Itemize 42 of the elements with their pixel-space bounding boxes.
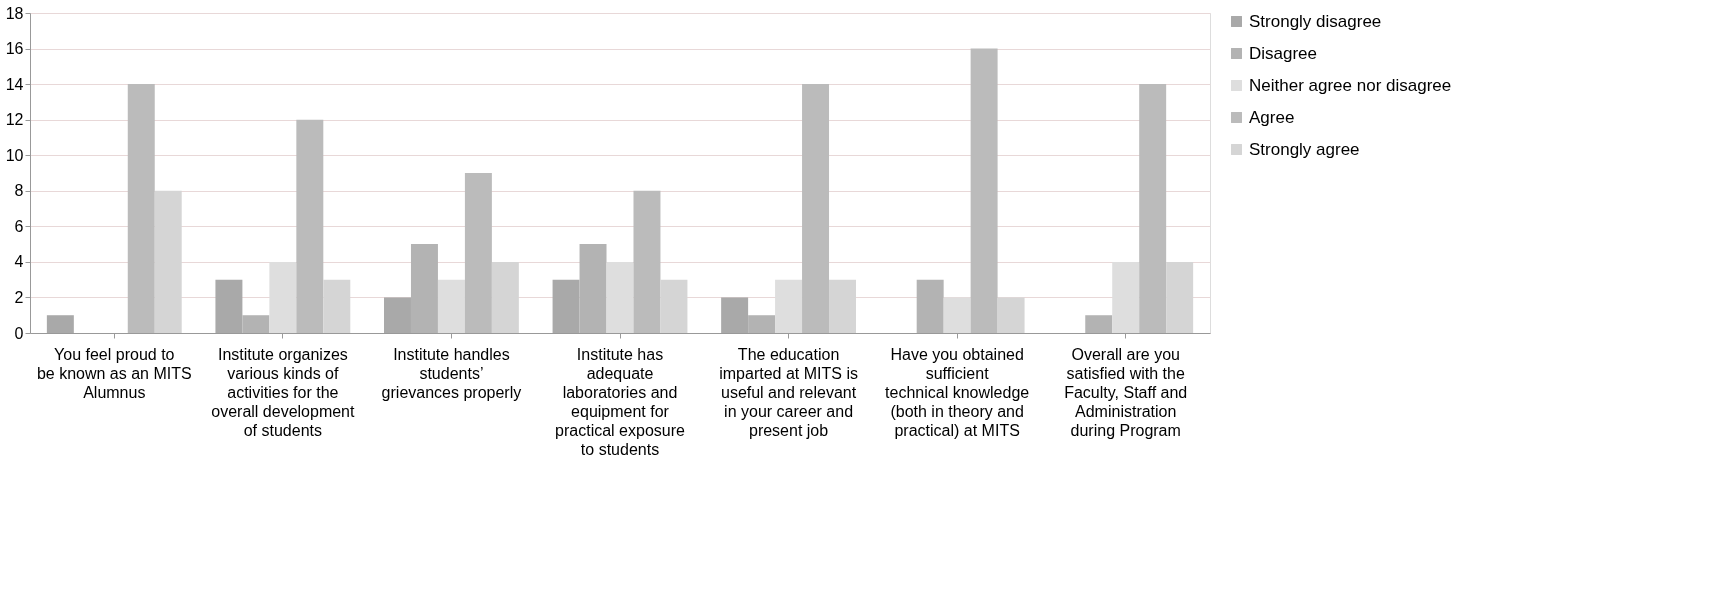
bar — [660, 279, 688, 333]
bar — [916, 279, 944, 333]
x-tick-label: Overall are you satisfied with the Faculty, Staff and Administration during Program — [1064, 345, 1188, 439]
y-tick-label: 2 — [14, 288, 24, 306]
legend-label: Neither agree nor disagree — [1249, 75, 1452, 95]
y-tick-label: 18 — [5, 4, 24, 22]
y-tick-label: 14 — [5, 75, 24, 93]
bar — [1085, 315, 1113, 333]
bar — [970, 48, 998, 333]
bar — [491, 261, 519, 333]
y-tick-label: 16 — [5, 40, 24, 58]
y-tick-label: 8 — [14, 182, 24, 200]
x-tick-label: Institute has adequate laboratories and equipment for practical exposure to students — [555, 345, 686, 458]
y-tick-label: 6 — [14, 217, 24, 235]
bar — [943, 297, 971, 333]
bar — [997, 297, 1025, 333]
bar — [1166, 261, 1194, 333]
y-tick-label: 0 — [14, 324, 24, 342]
bar — [437, 279, 465, 333]
bar — [323, 279, 351, 333]
x-tick-label: Institute organizes various kinds of activities for the overall development of students — [211, 345, 356, 439]
bar — [606, 261, 634, 333]
bar — [802, 84, 830, 333]
legend-label: Strongly agree — [1249, 139, 1360, 159]
x-tick-label: The education imparted at MITS is useful and relevant in your career and present job — [719, 345, 858, 439]
x-tick-label: You feel proud to be known as an MITS Alumnus — [36, 345, 192, 401]
bar — [296, 119, 324, 333]
bar — [829, 279, 856, 333]
legend-label: Strongly disagree — [1249, 11, 1382, 31]
bar — [633, 190, 661, 333]
bar — [1139, 84, 1167, 333]
legend-label: Disagree — [1249, 43, 1318, 63]
x-tick-label: Institute handles students’ grievances properly — [381, 345, 522, 401]
bar — [464, 173, 492, 333]
x-tick-label: Have you obtained sufficient technical knowledge (both in theory and practical) at MITS — [885, 345, 1030, 439]
bar — [154, 190, 182, 333]
y-tick-label: 12 — [5, 111, 24, 129]
bar — [46, 315, 74, 333]
bar — [127, 84, 155, 333]
y-tick-label: 4 — [14, 253, 24, 271]
y-tick-label: 10 — [5, 146, 24, 164]
legend-label: Agree — [1249, 107, 1295, 127]
